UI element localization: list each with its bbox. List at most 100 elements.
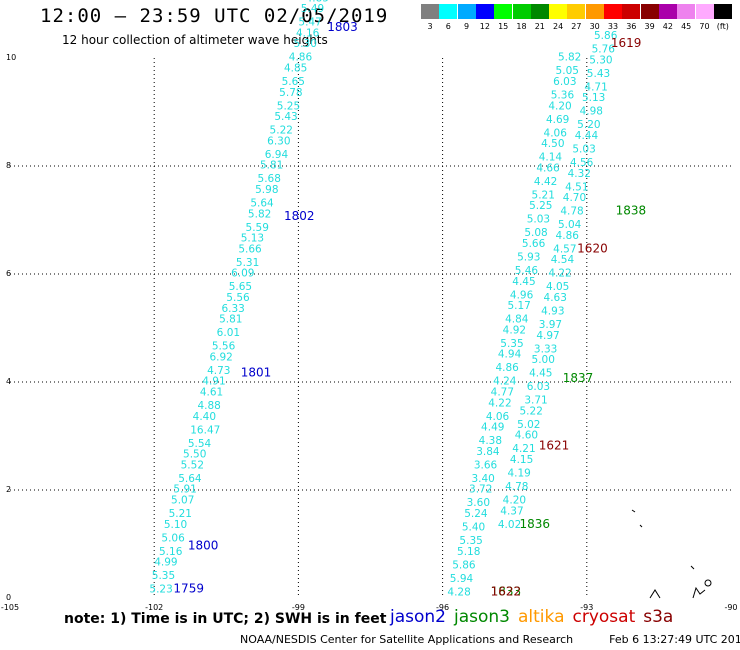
swh-value: 5.22 (520, 405, 543, 417)
time-label: 1801 (241, 366, 272, 380)
scale-label: 21 (534, 22, 545, 31)
scale-label: 39 (644, 22, 655, 31)
time-label: 1803 (327, 20, 358, 34)
swh-value: 4.28 (447, 586, 470, 598)
swh-value: 4.63 (544, 292, 567, 304)
swh-value: 5.59 (246, 222, 269, 234)
y-tick-label: 6 (6, 269, 11, 278)
swh-value: 3.84 (476, 446, 500, 458)
swh-value: 5.25 (277, 100, 300, 112)
scale-swatch (695, 4, 714, 19)
swh-value: 4.51 (565, 181, 588, 193)
swh-value: 5.65 (282, 76, 305, 88)
scale-swatch (567, 4, 586, 19)
timestamp: Feb 6 13:27:49 UTC 2019 (609, 633, 740, 646)
swh-value: 5.16 (159, 546, 183, 558)
swh-value: 5.18 (457, 546, 480, 558)
credit-text: NOAA/NESDIS Center for Satellite Applica… (240, 633, 574, 646)
swh-value: 5.25 (529, 200, 552, 212)
time-label: 1802 (284, 209, 315, 223)
swh-value: 5.20 (577, 119, 600, 131)
swh-value: 5.86 (594, 30, 618, 42)
x-tick-label: -96 (436, 603, 449, 612)
swh-value: 4.97 (536, 330, 559, 342)
legend-item-cryosat: cryosat (572, 607, 636, 627)
swh-value: 4.24 (493, 376, 517, 388)
swh-value: 4.86 (495, 362, 519, 374)
swh-value: 5.64 (250, 198, 274, 210)
swh-value: 4.94 (498, 349, 522, 361)
swh-value: 4.16 (296, 27, 320, 39)
scale-swatch (713, 4, 732, 19)
swh-value: 4.71 (584, 81, 607, 93)
swh-value: 4.57 (553, 243, 576, 255)
swh-value: 5.17 (507, 300, 530, 312)
scale-swatch (640, 4, 659, 19)
swh-value: 4.40 (193, 411, 216, 423)
scale-swatch (421, 4, 439, 19)
swh-value: 16.47 (190, 424, 220, 436)
y-tick-label: 4 (6, 377, 11, 386)
swh-value: 4.22 (548, 268, 571, 280)
swh-value: 4.44 (575, 130, 599, 142)
scale-swatch (677, 4, 696, 19)
scale-label: 30 (589, 22, 600, 31)
swh-value: 3.33 (534, 343, 557, 355)
swh-value: 5.93 (517, 252, 540, 264)
swh-value: 5.66 (238, 243, 262, 255)
swh-value: 5.30 (589, 54, 612, 66)
swh-value: 4.60 (515, 430, 538, 442)
swh-value: 3.72 (469, 484, 492, 496)
swh-value: 3.40 (471, 473, 494, 485)
swh-value: 5.04 (558, 219, 582, 231)
swh-value: 5.91 (173, 484, 196, 496)
swh-value: 5.10 (164, 519, 187, 531)
swh-value: 5.08 (524, 227, 547, 239)
swh-value: 4.78 (560, 206, 583, 218)
swh-value: 4.54 (551, 254, 575, 266)
swh-value: 4.32 (568, 168, 591, 180)
swh-value: 5.50 (183, 449, 206, 461)
swh-value: 4.78 (505, 481, 528, 493)
swh-value: 4.69 (546, 114, 569, 126)
swh-value: 4.49 (481, 422, 504, 434)
swh-value: 5.31 (236, 257, 259, 269)
swh-value: 3.66 (474, 459, 498, 471)
islets (631, 509, 695, 570)
swh-value: 4.66 (536, 162, 560, 174)
swh-value: 4.92 (503, 324, 526, 336)
swh-value: 4.56 (570, 157, 594, 169)
island (704, 579, 712, 587)
swh-value: 6.03 (527, 381, 550, 393)
swh-value: 5.40 (462, 522, 485, 534)
swh-value: 5.66 (522, 238, 546, 250)
swh-value: 3.97 (539, 319, 562, 331)
satellite-legend: jason2 jason3 altika cryosat s3a (390, 607, 681, 627)
scale-swatch (439, 4, 458, 19)
swh-value: 4.19 (507, 468, 530, 480)
swh-value: 4.37 (500, 505, 523, 517)
swh-value: 5.03 (527, 214, 550, 226)
swh-value: 5.35 (152, 570, 175, 582)
footer-note: note: 1) Time is in UTC; 2) SWH is in fe… (64, 611, 387, 627)
swh-value: 5.36 (551, 90, 575, 102)
swh-value: 4.14 (539, 152, 563, 164)
swh-value: 4.77 (491, 387, 514, 399)
legend-item-jason3: jason3 (454, 607, 510, 627)
y-tick-label: 2 (6, 485, 11, 494)
scale-swatch (512, 4, 531, 19)
scale-swatch (549, 4, 568, 19)
x-tick-label: -105 (1, 603, 19, 612)
scale-label: 3 (427, 22, 433, 31)
swh-value: 5.81 (219, 314, 242, 326)
swh-value: 5.82 (558, 52, 581, 64)
scale-label: 45 (681, 22, 692, 31)
swh-value: 5.52 (181, 459, 204, 471)
swh-value: 5.78 (279, 87, 302, 99)
x-tick-label: -99 (292, 603, 305, 612)
swh-value: 4.93 (541, 306, 564, 318)
swh-value: 4.96 (510, 289, 534, 301)
swh-value: 3.60 (467, 497, 490, 509)
swh-value: 4.45 (512, 276, 535, 288)
time-label: 1833 (491, 584, 522, 598)
